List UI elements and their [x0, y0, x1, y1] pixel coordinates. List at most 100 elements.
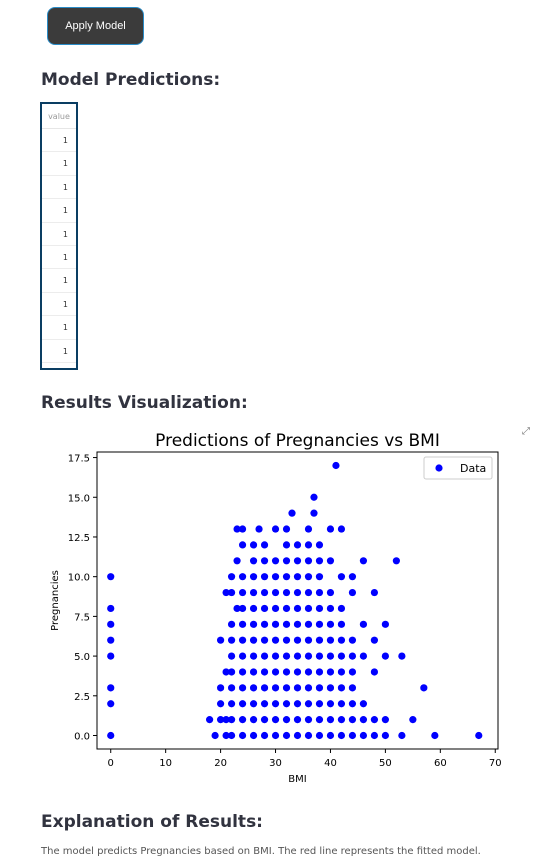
data-point — [249, 716, 258, 724]
data-point — [227, 620, 236, 628]
data-point — [293, 604, 302, 613]
data-point — [271, 700, 280, 708]
plot-frame — [96, 451, 499, 750]
x-tick-label: 60 — [434, 758, 447, 769]
table-row[interactable]: 1 — [42, 316, 76, 340]
y-tick-label: 5.0 — [74, 652, 90, 663]
data-point — [293, 541, 302, 549]
data-point — [260, 731, 269, 740]
x-tick-label: 20 — [214, 758, 227, 769]
data-point — [227, 588, 236, 597]
data-point — [337, 700, 346, 708]
data-point — [348, 573, 357, 581]
data-point — [227, 700, 236, 708]
data-point — [271, 525, 280, 533]
data-point — [255, 525, 263, 533]
data-point — [315, 716, 324, 724]
data-point — [260, 573, 269, 581]
data-point — [282, 731, 291, 740]
data-point — [348, 716, 357, 724]
data-point — [337, 573, 346, 581]
data-point — [293, 716, 302, 724]
data-point — [293, 636, 302, 644]
table-row[interactable]: 1 — [42, 152, 76, 176]
y-tick-label: 12.5 — [68, 533, 90, 544]
data-point — [271, 573, 280, 581]
table-row[interactable]: 1 — [42, 176, 76, 200]
data-point — [249, 541, 258, 549]
data-point — [249, 684, 258, 692]
y-tick-label: 7.5 — [74, 612, 90, 623]
data-point — [271, 684, 280, 692]
x-axis-label: BMI — [288, 774, 306, 785]
data-point — [381, 652, 389, 660]
data-point — [216, 716, 225, 724]
data-point — [315, 636, 324, 644]
data-point — [293, 557, 302, 565]
data-point — [249, 573, 258, 581]
x-tick-label: 30 — [269, 758, 282, 769]
y-tick-label: 10.0 — [68, 573, 90, 584]
table-row[interactable]: 1 — [42, 129, 76, 153]
y-tick-label: 0.0 — [74, 732, 90, 743]
data-point — [282, 588, 291, 597]
predictions-heading: Model Predictions: — [41, 70, 221, 90]
data-point — [293, 588, 302, 597]
data-point — [293, 684, 302, 692]
data-point — [370, 716, 379, 724]
x-tick-label: 70 — [489, 758, 502, 769]
visualization-heading: Results Visualization: — [41, 393, 248, 413]
data-point — [348, 652, 357, 660]
data-point — [282, 668, 291, 676]
data-point — [326, 700, 335, 708]
data-point — [337, 620, 346, 628]
data-point — [293, 731, 302, 740]
legend-box — [423, 456, 493, 480]
chart-svg: Predictions of Pregnancies vs BMI 0 10 20 30… — [50, 431, 502, 785]
data-point — [332, 461, 340, 470]
data-point — [222, 716, 230, 724]
apply-model-button[interactable]: Apply Model — [47, 7, 144, 45]
x-tick-label: 10 — [159, 758, 172, 769]
table-row[interactable]: 1 — [42, 340, 76, 363]
data-point — [238, 700, 247, 708]
data-point — [227, 573, 236, 581]
data-point — [282, 541, 291, 549]
data-point — [348, 700, 357, 708]
data-point — [216, 636, 225, 644]
data-point — [315, 620, 324, 628]
data-point — [260, 716, 269, 724]
table-row[interactable]: 1 — [42, 246, 76, 270]
table-row[interactable]: 1 — [42, 293, 76, 317]
data-point — [398, 731, 406, 740]
data-point — [348, 731, 357, 740]
x-tick-label: 40 — [324, 758, 337, 769]
y-tick-label: 15.0 — [68, 493, 90, 504]
data-point — [315, 684, 324, 692]
data-point — [337, 716, 346, 724]
table-row[interactable]: 1 — [42, 199, 76, 223]
data-point — [348, 684, 357, 692]
data-point — [304, 716, 313, 724]
data-point — [227, 731, 236, 740]
table-row[interactable]: 1 — [42, 223, 76, 246]
fullscreen-icon[interactable]: ⤢ — [522, 426, 530, 437]
data-point — [348, 668, 357, 676]
data-point — [227, 636, 236, 644]
data-point — [370, 588, 379, 597]
data-point — [238, 604, 247, 613]
data-point — [315, 557, 324, 565]
data-point — [260, 541, 269, 549]
data-point — [260, 620, 269, 628]
data-point — [107, 684, 115, 692]
table-row[interactable]: 1 — [42, 269, 76, 293]
data-point — [260, 652, 269, 660]
data-point — [233, 525, 241, 533]
data-point — [293, 620, 302, 628]
column-header-value[interactable]: value — [42, 104, 76, 129]
data-point — [409, 716, 417, 724]
data-point — [271, 716, 280, 724]
data-point — [271, 588, 280, 597]
data-point — [238, 731, 247, 740]
